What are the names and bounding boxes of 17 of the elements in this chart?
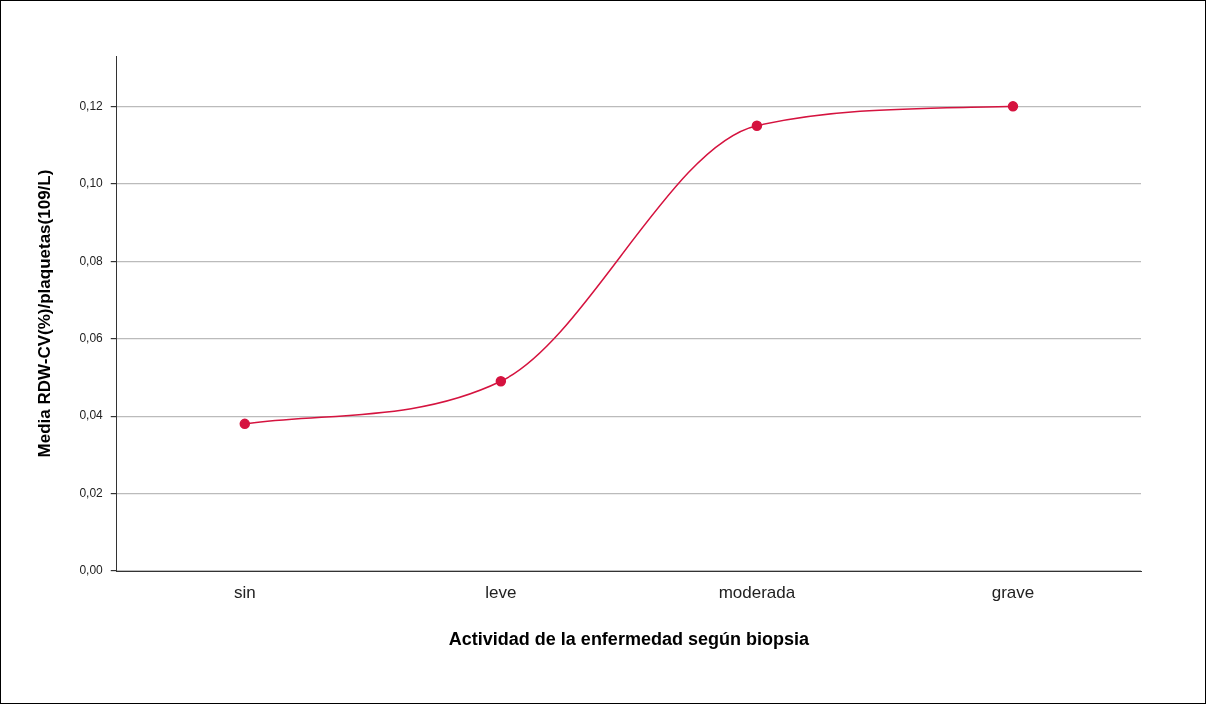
point — [239, 418, 251, 430]
y-tick-label: 0,04 — [79, 408, 104, 423]
y-tick-label: 0,10 — [79, 176, 104, 191]
y-tick-label: 0,02 — [79, 485, 104, 500]
y-tick-label: 0,00 — [79, 563, 104, 578]
point — [751, 120, 763, 131]
point — [495, 376, 507, 387]
point — [1007, 101, 1019, 112]
x-tick-label: leve — [485, 582, 517, 602]
x-tick-label: grave — [991, 582, 1035, 602]
y-tick-label: 0,06 — [79, 330, 104, 345]
x-tick-label: sin — [233, 582, 256, 602]
x-tick-label: moderada — [718, 582, 796, 602]
y-tick-label: 0,12 — [79, 98, 104, 113]
y-axis-title: Media RDW-CV(%)/plaquetas(109/L) — [34, 169, 54, 458]
x-axis-title: Actividad de la enfermedad según biopsia — [448, 629, 810, 650]
y-tick-label: 0,08 — [79, 253, 104, 268]
